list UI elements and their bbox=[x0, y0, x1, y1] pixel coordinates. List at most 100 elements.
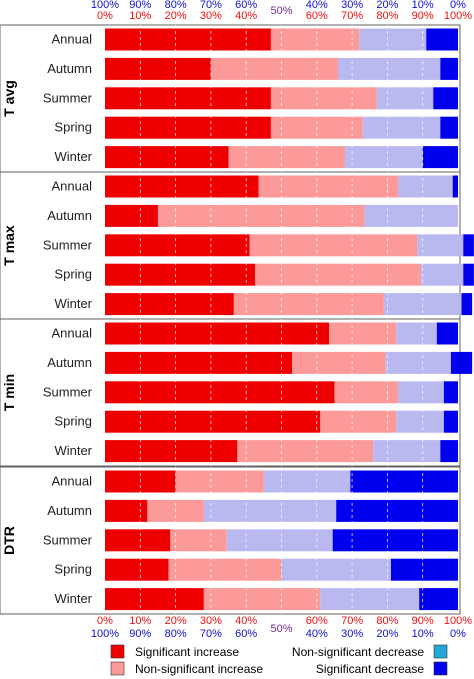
row-label-t-max-summer: Summer bbox=[43, 237, 93, 252]
top-axis-blue-label: 60% bbox=[235, 0, 257, 11]
bar-t-min-annual-significant-increase bbox=[105, 322, 330, 345]
bar-t-avg-annual-significant-increase bbox=[105, 28, 271, 51]
row-label-t-avg-spring: Spring bbox=[54, 120, 92, 135]
bar-t-max-annual-significant-decrease bbox=[452, 175, 458, 198]
bar-t-min-autumn-significant-decrease bbox=[450, 351, 473, 374]
bar-t-min-spring-non-significant-decrease bbox=[396, 410, 444, 433]
bar-t-min-spring-significant-increase bbox=[105, 410, 321, 433]
bottom-axis-blue-label: 80% bbox=[165, 628, 187, 640]
legend-swatch-non-significant-decrease bbox=[433, 644, 448, 659]
panel-frame-dtr bbox=[0, 466, 461, 615]
bottom-axis-blue-label: 40% bbox=[306, 628, 328, 640]
bottom-axis-blue-label: 20% bbox=[376, 628, 398, 640]
bar-t-avg-spring-significant-decrease bbox=[440, 116, 458, 139]
panel-frame-t-min bbox=[0, 318, 461, 467]
bar-dtr-autumn-non-significant-decrease bbox=[203, 499, 337, 522]
bar-dtr-winter-significant-increase bbox=[105, 588, 204, 611]
row-label-dtr-autumn: Autumn bbox=[47, 503, 92, 518]
bar-t-max-winter-significant-decrease bbox=[461, 293, 473, 316]
top-axis-middle-label: 50% bbox=[270, 5, 292, 17]
bar-t-min-annual-non-significant-increase bbox=[329, 322, 397, 345]
bar-t-avg-summer-non-significant-increase bbox=[270, 87, 377, 110]
bar-dtr-annual-non-significant-increase bbox=[175, 470, 264, 493]
legend-label-significant-decrease: Significant decrease bbox=[316, 662, 424, 676]
row-label-t-min-winter: Winter bbox=[54, 443, 92, 458]
bar-t-min-summer-non-significant-decrease bbox=[397, 381, 444, 404]
bar-dtr-summer-significant-increase bbox=[105, 529, 171, 552]
top-axis-red-label: 30% bbox=[200, 10, 222, 22]
bar-t-min-autumn-non-significant-decrease bbox=[385, 351, 451, 374]
bottom-axis-red-label: 100% bbox=[444, 615, 472, 627]
bar-t-min-summer-non-significant-increase bbox=[334, 381, 398, 404]
panel-label-t-max: T max bbox=[1, 225, 17, 266]
bottom-axis-red-label: 0% bbox=[97, 615, 113, 627]
bar-t-avg-spring-non-significant-decrease bbox=[362, 116, 441, 139]
bar-t-min-spring-significant-decrease bbox=[443, 410, 458, 433]
bar-t-min-winter-non-significant-increase bbox=[237, 440, 374, 463]
bar-t-avg-summer-significant-decrease bbox=[433, 87, 458, 110]
bar-t-max-winter-non-significant-increase bbox=[233, 293, 384, 316]
bottom-axis-middle-label: 50% bbox=[270, 623, 292, 635]
bottom-axis-blue-label: 70% bbox=[200, 628, 222, 640]
legend-swatch-significant-increase bbox=[110, 644, 125, 659]
top-axis-blue-label: 70% bbox=[200, 0, 222, 11]
row-label-t-avg-annual: Annual bbox=[52, 32, 93, 47]
top-axis-blue-label: 10% bbox=[412, 0, 434, 11]
bar-t-avg-summer-non-significant-decrease bbox=[376, 87, 434, 110]
bottom-axis-blue-label: 0% bbox=[450, 628, 466, 640]
top-axis-red-label: 60% bbox=[306, 10, 328, 22]
bottom-axis-red-label: 80% bbox=[376, 615, 398, 627]
legend-label-non-significant-decrease: Non-significant decrease bbox=[292, 645, 424, 659]
row-label-t-min-autumn: Autumn bbox=[47, 355, 92, 370]
top-axis-red-label: 70% bbox=[341, 10, 363, 22]
bar-t-avg-autumn-significant-decrease bbox=[440, 57, 458, 80]
bar-t-max-spring-significant-increase bbox=[105, 263, 256, 286]
row-label-dtr-annual: Annual bbox=[52, 474, 93, 489]
bottom-axis-blue-label: 30% bbox=[341, 628, 363, 640]
top-axis-red-label: 40% bbox=[235, 10, 257, 22]
row-label-t-min-summer: Summer bbox=[43, 384, 93, 399]
bar-t-max-winter-significant-increase bbox=[105, 293, 234, 316]
bottom-axis-blue-label: 60% bbox=[235, 628, 257, 640]
row-label-t-avg-autumn: Autumn bbox=[47, 61, 92, 76]
top-axis-blue-label: 20% bbox=[376, 0, 398, 11]
legend-label-significant-increase: Significant increase bbox=[135, 645, 239, 659]
bar-t-avg-winter-non-significant-decrease bbox=[345, 146, 423, 169]
bottom-axis-blue-label: 90% bbox=[129, 628, 151, 640]
bar-t-avg-winter-significant-decrease bbox=[422, 146, 458, 169]
bar-t-avg-autumn-non-significant-increase bbox=[210, 57, 338, 80]
bar-dtr-annual-non-significant-decrease bbox=[263, 470, 351, 493]
row-label-t-max-autumn: Autumn bbox=[47, 208, 92, 223]
legend-swatch-non-significant-increase bbox=[110, 661, 125, 676]
bar-dtr-autumn-significant-decrease bbox=[336, 499, 458, 522]
top-axis-red-label: 100% bbox=[444, 10, 472, 22]
bottom-axis-red-label: 40% bbox=[235, 615, 257, 627]
bar-t-max-autumn-significant-increase bbox=[105, 204, 158, 227]
bar-t-min-autumn-non-significant-increase bbox=[292, 351, 386, 374]
bar-dtr-spring-significant-increase bbox=[105, 558, 169, 581]
bar-t-max-annual-non-significant-decrease bbox=[397, 175, 453, 198]
bar-t-min-winter-significant-decrease bbox=[440, 440, 458, 463]
legend-swatch-significant-decrease bbox=[433, 661, 448, 676]
bar-t-max-autumn-non-significant-increase bbox=[157, 204, 365, 227]
row-label-t-avg-winter: Winter bbox=[54, 149, 92, 164]
row-label-t-avg-summer: Summer bbox=[43, 90, 93, 105]
top-axis-red-label: 20% bbox=[165, 10, 187, 22]
row-label-t-max-winter: Winter bbox=[54, 296, 92, 311]
bar-dtr-summer-non-significant-decrease bbox=[226, 529, 333, 552]
bar-dtr-spring-non-significant-increase bbox=[168, 558, 282, 581]
bottom-axis-red-label: 20% bbox=[165, 615, 187, 627]
bar-t-min-annual-significant-decrease bbox=[436, 322, 458, 345]
bottom-axis-blue-label: 100% bbox=[91, 628, 119, 640]
bar-t-max-autumn-non-significant-decrease bbox=[364, 204, 458, 227]
row-label-t-min-spring: Spring bbox=[54, 414, 92, 429]
top-axis-blue-label: 30% bbox=[341, 0, 363, 11]
bottom-axis-blue-label: 10% bbox=[412, 628, 434, 640]
bar-dtr-spring-significant-decrease bbox=[390, 558, 458, 581]
bar-dtr-winter-significant-decrease bbox=[419, 588, 458, 611]
bottom-axis-red-label: 70% bbox=[341, 615, 363, 627]
panel-label-dtr: DTR bbox=[1, 526, 17, 555]
bar-t-avg-autumn-non-significant-decrease bbox=[337, 57, 441, 80]
row-label-dtr-summer: Summer bbox=[43, 532, 93, 547]
